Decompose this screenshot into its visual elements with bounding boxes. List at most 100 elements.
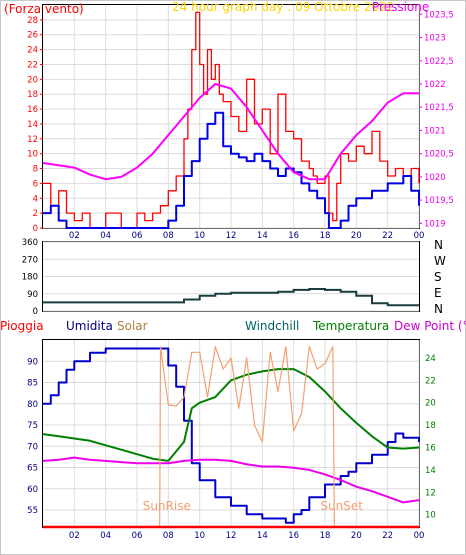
legend-entry: Umidita [66, 319, 113, 333]
temp-tick-label: 24 [425, 354, 436, 364]
direction-left-ticks: 0 90 180 270 360 [22, 238, 38, 317]
wind-x-tick-label: 04 [100, 231, 111, 241]
wind-tick-label: 12 [27, 135, 38, 145]
pressure-tick-label: 1019,5 [424, 196, 454, 206]
temp-tick-label: 16 [425, 443, 436, 453]
wind-x-tick-label: 14 [257, 231, 268, 241]
temp-x-tick-label: 18 [320, 531, 331, 541]
legend-entry: Dew Point (°C) [394, 319, 466, 333]
temp-tick-label: 14 [425, 466, 436, 476]
wind-tick-label: 24 [27, 46, 38, 56]
wind-x-tick-label: 10 [194, 231, 205, 241]
temp-tick-label: 10 [425, 511, 436, 521]
wind-x-ticks: 02 04 06 08 10 12 14 16 18 20 22 00 [69, 231, 424, 241]
temp-x-tick-label: 06 [132, 531, 143, 541]
temp-tick-label: 20 [425, 399, 436, 409]
temp-x-tick-label: 16 [288, 531, 299, 541]
pressure-axis-label: Pressione [372, 0, 429, 14]
temp-series-temperatura [42, 368, 420, 462]
pressure-tick-label: 1019 [424, 219, 446, 229]
pressure-tick-label: 1022 [424, 80, 446, 90]
humidity-tick-label: 70 [27, 442, 38, 452]
humidity-tick-label: 65 [27, 464, 38, 474]
wind-tick-label: 16 [27, 105, 38, 115]
sunset-annotation: SunSet [320, 499, 363, 513]
wind-tick-label: 26 [27, 31, 38, 41]
wind-tick-label: 18 [27, 90, 38, 100]
wind-tick-label: 28 [27, 16, 38, 26]
pressure-tick-label: 1021,5 [424, 103, 454, 113]
pressure-tick-label: 1023,5 [424, 10, 454, 20]
compass-label: E [434, 286, 442, 300]
compass-label: S [434, 270, 442, 284]
wind-tick-label: 10 [27, 150, 38, 160]
humidity-tick-label: 55 [27, 506, 38, 516]
temp-humidity-chart: 55 60 65 70 75 80 85 90 10 12 14 16 18 20 22 24 02 04 06… [0, 319, 466, 541]
wind-series-gust [43, 11, 420, 229]
wind-tick-label: 6 [33, 179, 38, 189]
temp-series-group [42, 346, 420, 529]
wind-tick-label: 0 [33, 224, 38, 234]
pressure-tick-label: 1021 [424, 126, 446, 136]
legend-entry: Pioggia [0, 319, 44, 333]
temp-x-tick-label: 22 [382, 531, 393, 541]
temp-x-tick-label: 10 [194, 531, 205, 541]
direction-tick-label: 270 [22, 255, 38, 265]
humidity-left-ticks: 55 60 65 70 75 80 85 90 [27, 357, 38, 516]
wind-x-tick-label: 16 [288, 231, 299, 241]
temp-x-tick-label: 12 [226, 531, 237, 541]
compass-label: W [434, 254, 446, 268]
humidity-tick-label: 85 [27, 379, 38, 389]
pressure-tick-label: 1020 [424, 173, 446, 183]
wind-series-group [42, 11, 420, 229]
temp-x-ticks: 02 04 06 08 10 12 14 16 18 20 22 00 [69, 531, 424, 541]
humidity-tick-label: 75 [27, 421, 38, 431]
wind-series-average [43, 111, 420, 229]
direction-tick-label: 90 [27, 290, 38, 300]
temp-tick-label: 12 [425, 488, 436, 498]
compass-label: N [434, 302, 443, 316]
direction-tick-label: 0 [33, 307, 38, 317]
temp-legend: Pioggia Umidita Solar Windchill Temperatura D… [0, 319, 466, 333]
temp-series-solar [159, 346, 335, 526]
temp-x-tick-label: 04 [100, 531, 111, 541]
temp-series-umidita [43, 347, 420, 524]
temp-tick-label: 22 [425, 376, 436, 386]
wind-tick-label: 20 [27, 75, 38, 85]
temp-right-ticks: 10 12 14 16 18 20 22 24 [425, 354, 436, 521]
temp-series-dew-point-c- [42, 456, 420, 504]
humidity-tick-label: 60 [27, 485, 38, 495]
direction-series-group [43, 288, 419, 307]
wind-tick-label: 4 [33, 194, 38, 204]
wind-x-tick-label: 06 [132, 231, 143, 241]
compass-label: N [434, 238, 443, 252]
wind-x-tick-label: 22 [382, 231, 393, 241]
temp-x-tick-label: 00 [414, 531, 425, 541]
pressure-right-ticks: 1019 1019,5 1020 1020,5 1021 1021,5 1022 1022,5… [419, 10, 454, 229]
wind-series-pressure [42, 83, 419, 181]
wind-tick-label: 22 [27, 60, 38, 70]
temp-x-tick-label: 14 [257, 531, 268, 541]
wind-x-tick-label: 08 [163, 231, 174, 241]
legend-entry: Temperatura [312, 319, 389, 333]
humidity-tick-label: 90 [27, 357, 38, 367]
wind-tick-label: 14 [27, 120, 38, 130]
wind-x-tick-label: 18 [320, 231, 331, 241]
direction-tick-label: 360 [22, 238, 38, 248]
wind-axis-label: (Forza vento) [4, 2, 84, 16]
temp-tick-label: 18 [425, 421, 436, 431]
pressure-tick-label: 1020,5 [424, 150, 454, 160]
legend-entry: Solar [117, 319, 148, 333]
wind-chart-title: 24 hour graph day : 09 Ottobre 2022 [172, 0, 394, 14]
legend-entry: Windchill [245, 319, 299, 333]
wind-x-tick-label: 20 [351, 231, 362, 241]
temp-x-tick-label: 02 [69, 531, 80, 541]
wind-x-tick-label: 00 [414, 231, 425, 241]
wind-x-tick-label: 12 [226, 231, 237, 241]
